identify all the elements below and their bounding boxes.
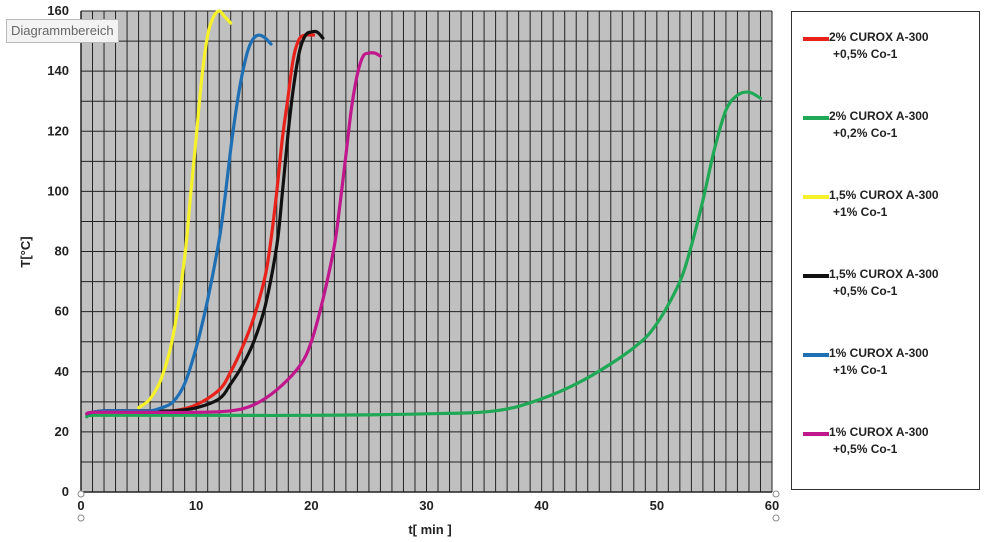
legend-label: 1% CUROX A-300 +1% Co-1 [829,345,979,379]
selection-handle-bottom-right[interactable] [773,491,779,497]
legend-label: 1,5% CUROX A-300 +1% Co-1 [829,187,979,221]
x-tick-label: 30 [419,498,433,513]
legend-label-line: 1% CUROX A-300 [829,345,979,362]
y-axis-title: T[°C] [18,236,33,267]
y-tick-label: 100 [47,183,69,198]
legend-swatch [803,37,829,41]
legend-swatch [803,116,829,120]
legend-label-line: +0,5% Co-1 [829,46,979,63]
y-tick-label: 80 [55,244,69,259]
legend-label-line: 2% CUROX A-300 [829,108,979,125]
legend-swatch [803,353,829,357]
x-tick-label: 40 [534,498,548,513]
y-tick-label: 140 [47,63,69,78]
legend-label-line: +1% Co-1 [829,362,979,379]
legend-label-line: +0,5% Co-1 [829,441,979,458]
x-tick-label: 10 [189,498,203,513]
legend-swatch [803,274,829,278]
legend-label-line: +0,2% Co-1 [829,125,979,142]
legend-label: 1% CUROX A-300 +0,5% Co-1 [829,424,979,458]
y-tick-label: 160 [47,3,69,18]
legend-label-line: +0,5% Co-1 [829,283,979,300]
x-tick-label: 20 [304,498,318,513]
y-tick-label: 120 [47,123,69,138]
legend-label-line: 1% CUROX A-300 [829,424,979,441]
legend-swatch [803,432,829,436]
selection-handle-bottom-right-lower[interactable] [773,515,779,521]
legend-swatch [803,195,829,199]
x-tick-label: 0 [77,498,84,513]
y-tick-label: 0 [62,484,69,499]
legend-label-line: +1% Co-1 [829,204,979,221]
legend[interactable]: 2% CUROX A-300 +0,5% Co-1 2% CUROX A-300 +0… [791,11,980,490]
legend-label: 2% CUROX A-300 +0,2% Co-1 [829,108,979,142]
legend-label-line: 1,5% CUROX A-300 [829,266,979,283]
y-tick-label: 20 [55,424,69,439]
y-tick-label: 60 [55,304,69,319]
x-tick-label: 60 [765,498,779,513]
x-axis-title: t[ min ] [408,522,451,537]
legend-label-line: 2% CUROX A-300 [829,29,979,46]
selection-handle-bottom-left[interactable] [78,491,84,497]
selection-handle-bottom-left-lower[interactable] [78,515,84,521]
chart-area-tooltip: Diagrammbereich [6,19,119,43]
y-tick-label: 40 [55,364,69,379]
legend-label: 1,5% CUROX A-300 +0,5% Co-1 [829,266,979,300]
legend-label: 2% CUROX A-300 +0,5% Co-1 [829,29,979,63]
x-tick-label: 50 [650,498,664,513]
legend-label-line: 1,5% CUROX A-300 [829,187,979,204]
